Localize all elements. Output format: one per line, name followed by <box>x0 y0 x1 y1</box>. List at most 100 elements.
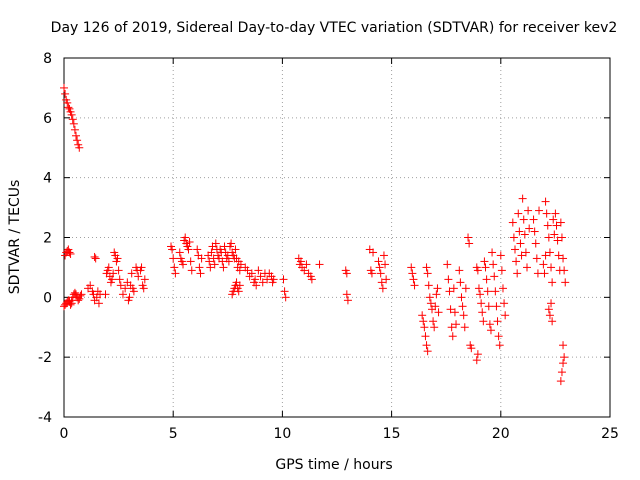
data-point <box>480 257 489 266</box>
data-point <box>235 281 244 290</box>
data-point <box>70 125 79 134</box>
data-point <box>481 263 490 272</box>
data-point <box>129 287 138 296</box>
data-point <box>127 269 136 278</box>
data-point <box>489 260 498 269</box>
data-point <box>433 284 442 293</box>
data-point <box>118 290 127 299</box>
data-point <box>193 245 202 254</box>
data-point <box>541 251 550 260</box>
data-point <box>476 290 485 299</box>
data-point <box>535 206 544 215</box>
axis-ticks: 0 5 10 15 20 25 -4 -2 0 2 4 6 8 <box>38 51 619 442</box>
data-point <box>461 284 470 293</box>
data-point <box>104 263 113 272</box>
data-point <box>552 221 561 230</box>
data-point <box>369 248 378 257</box>
data-point <box>488 248 497 257</box>
data-point <box>452 320 461 329</box>
data-point <box>254 266 263 275</box>
data-point <box>181 233 190 242</box>
data-point <box>206 263 215 272</box>
data-point <box>140 275 149 284</box>
data-point <box>236 260 245 269</box>
data-point <box>76 291 85 300</box>
data-point <box>281 293 290 302</box>
data-point <box>464 233 473 242</box>
data-point <box>493 317 502 326</box>
data-point <box>409 275 418 284</box>
data-point <box>94 299 103 308</box>
data-point <box>497 266 506 275</box>
data-point <box>184 245 193 254</box>
data-point <box>185 237 194 246</box>
data-point <box>491 287 500 296</box>
data-point <box>474 284 483 293</box>
data-point <box>430 323 439 332</box>
data-point <box>513 269 522 278</box>
data-point <box>498 284 507 293</box>
data-point <box>171 269 180 278</box>
data-point <box>490 272 499 281</box>
data-point <box>210 260 219 269</box>
data-point <box>75 143 84 152</box>
x-tick-label: 25 <box>601 426 619 442</box>
data-point <box>101 290 110 299</box>
data-point <box>501 311 510 320</box>
data-point <box>550 230 559 239</box>
data-point <box>459 311 468 320</box>
data-point <box>175 248 184 257</box>
data-point <box>557 233 566 242</box>
data-point <box>379 251 388 260</box>
data-point <box>279 275 288 284</box>
data-point <box>197 254 206 263</box>
data-point <box>421 332 430 341</box>
data-point <box>472 356 481 365</box>
data-point <box>556 218 565 227</box>
x-axis-label: GPS time / hours <box>275 457 392 473</box>
data-point <box>68 115 77 124</box>
data-point <box>445 287 454 296</box>
data-point <box>518 194 527 203</box>
data-point <box>115 275 124 284</box>
data-point <box>495 341 504 350</box>
data-point <box>429 317 438 326</box>
data-point <box>90 252 99 261</box>
data-point <box>74 296 83 305</box>
grid <box>64 58 610 417</box>
data-point <box>61 89 70 98</box>
data-point <box>423 269 432 278</box>
data-point <box>252 281 261 290</box>
data-point <box>458 302 467 311</box>
data-point <box>431 302 440 311</box>
data-point <box>485 320 494 329</box>
data-point <box>512 257 521 266</box>
data-point <box>510 245 519 254</box>
data-point <box>69 119 78 128</box>
data-point <box>65 248 74 257</box>
data-point <box>418 311 427 320</box>
data-point <box>125 293 134 302</box>
data-point <box>280 287 289 296</box>
data-point <box>269 275 278 284</box>
data-point <box>196 269 205 278</box>
data-point <box>560 353 569 362</box>
data-point <box>547 263 556 272</box>
x-tick-label: 10 <box>273 426 291 442</box>
data-point <box>449 284 458 293</box>
data-point <box>63 98 72 107</box>
data-point <box>296 257 305 266</box>
data-point <box>540 269 549 278</box>
data-point <box>121 284 130 293</box>
data-point <box>544 305 553 314</box>
data-point <box>186 257 195 266</box>
data-point <box>114 266 123 275</box>
data-point <box>530 227 539 236</box>
data-point <box>70 288 79 297</box>
data-point <box>187 266 196 275</box>
data-point <box>419 317 428 326</box>
data-point <box>168 245 177 254</box>
data-point <box>227 239 236 248</box>
x-tick-label: 20 <box>492 426 510 442</box>
